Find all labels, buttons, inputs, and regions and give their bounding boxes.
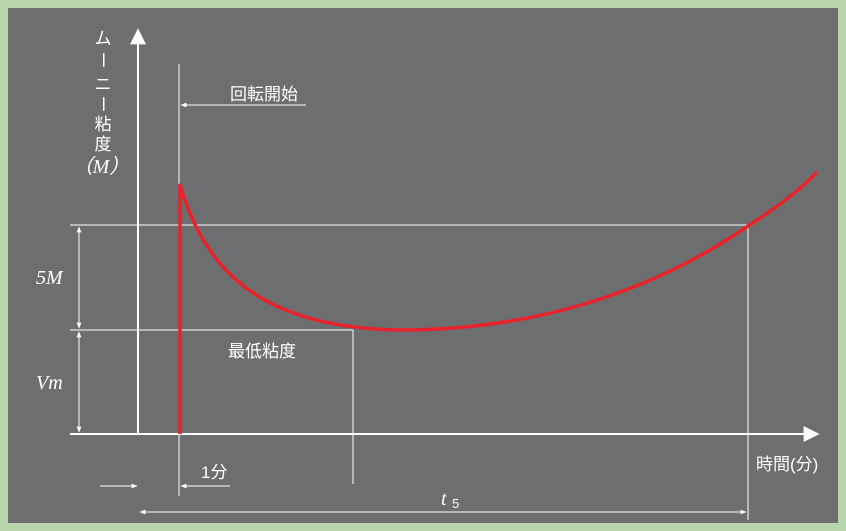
viscosity-curve — [178, 170, 819, 434]
min-viscosity-label: 最低粘度 — [228, 342, 296, 361]
svg-text:ー: ー — [93, 52, 112, 69]
x-axis-label: 時間(分) — [756, 455, 818, 474]
rotation-start-label: 回転開始 — [230, 85, 298, 104]
svg-text:度: 度 — [95, 135, 112, 154]
t5-label: t — [441, 488, 447, 510]
svg-text:（M）: （M） — [73, 155, 130, 178]
dim-5m-label: 5M — [36, 267, 64, 289]
svg-text:ー: ー — [93, 96, 112, 113]
dim-vm-label: Vm — [36, 372, 63, 394]
diagram-panel — [8, 8, 838, 523]
svg-text:ム: ム — [95, 29, 112, 48]
t5-subscript: 5 — [452, 496, 459, 511]
svg-text:ニ: ニ — [95, 75, 112, 94]
y-axis-label: ム ー ニ ー 粘 度 （M） — [73, 29, 130, 178]
one-minute-label: 1分 — [201, 463, 227, 482]
svg-text:粘: 粘 — [95, 115, 112, 134]
